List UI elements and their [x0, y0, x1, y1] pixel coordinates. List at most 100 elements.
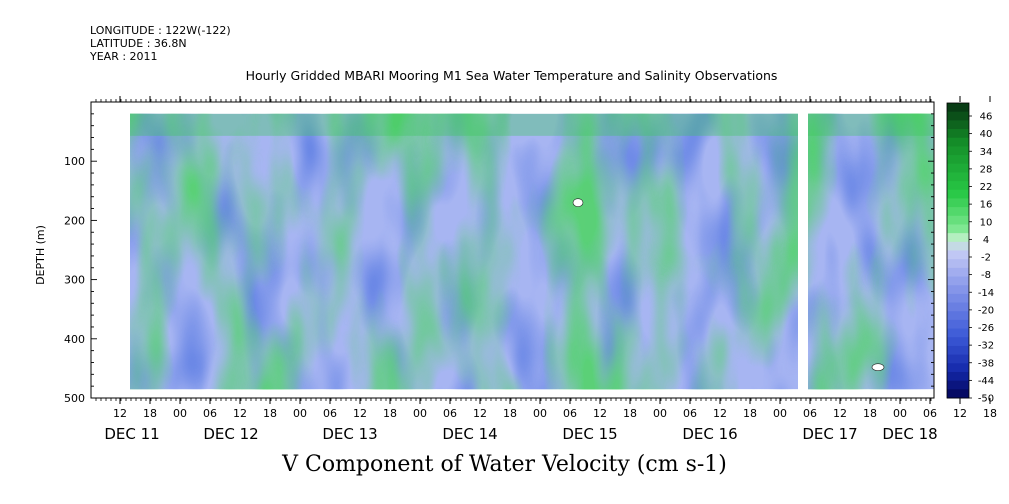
colorbar-swatch [947, 371, 969, 382]
x-tick-label: 12 [593, 407, 607, 420]
x-tick-label: 00 [533, 407, 547, 420]
year-label: YEAR : 2011 [90, 50, 158, 63]
colorbar-swatch [947, 181, 969, 191]
x-tick-label: 00 [773, 407, 787, 420]
x-tick-label: 12 [833, 407, 847, 420]
colorbar-label: -38 [978, 358, 994, 369]
colorbar-label: 16 [980, 200, 993, 211]
x-day-label: DEC 13 [322, 425, 377, 443]
chart-title: Hourly Gridded MBARI Mooring M1 Sea Wate… [245, 68, 778, 83]
x-tick-label: 18 [863, 407, 877, 420]
x-tick-label: 00 [413, 407, 427, 420]
x-tick-label: 18 [143, 407, 157, 420]
x-tick-label: 12 [353, 407, 367, 420]
x-tick-label: 12 [473, 407, 487, 420]
colorbar-label: -2 [981, 253, 991, 264]
field-surface-band [130, 113, 934, 136]
colorbar-swatch [947, 137, 969, 147]
x-tick-label: 06 [563, 407, 577, 420]
x-tick-label: 06 [923, 407, 937, 420]
colorbar-swatch [947, 207, 969, 217]
colorbar-swatch [947, 111, 969, 121]
colorbar-label: -32 [978, 341, 994, 352]
colorbar-swatch [947, 276, 969, 286]
x-day-label: DEC 11 [104, 425, 159, 443]
x-tick-label: 18 [743, 407, 757, 420]
y-axis-label: DEPTH (m) [34, 225, 47, 285]
colorbar-label: 22 [980, 182, 993, 193]
colorbar-label: 40 [980, 129, 993, 140]
colorbar-swatch [947, 224, 969, 234]
data-gap [798, 102, 808, 396]
colorbar-swatch [947, 155, 969, 165]
x-tick-label: 18 [383, 407, 397, 420]
colorbar-swatch [947, 380, 969, 390]
missing-value-marker [871, 363, 885, 372]
y-tick-label: 100 [64, 155, 85, 168]
colorbar-swatch [947, 198, 969, 208]
x-tick-label: 06 [683, 407, 697, 420]
colorbar-swatch [947, 311, 969, 321]
colorbar-swatch [947, 267, 969, 278]
plot-frame [90, 101, 935, 399]
x-day-label: DEC 17 [802, 425, 857, 443]
y-tick-label: 400 [64, 333, 85, 346]
colorbar-swatch [947, 259, 969, 269]
colorbar-frame [946, 102, 970, 399]
longitude-label: LONGITUDE : 122W(-122) [90, 24, 231, 37]
x-tick-label: 18 [623, 407, 637, 420]
colorbar-swatch [947, 250, 969, 260]
colorbar-swatch [947, 354, 969, 364]
colorbar-swatch [947, 103, 969, 113]
colorbar-swatch [947, 189, 969, 199]
colorbar-swatch [947, 146, 969, 156]
colorbar-label: -26 [978, 323, 994, 334]
colorbar-swatch [947, 241, 969, 251]
velocity-field [130, 102, 934, 396]
chart-caption: V Component of Water Velocity (cm s-1) [282, 452, 727, 477]
x-tick-label: 12 [713, 407, 727, 420]
x-tick-label: 06 [443, 407, 457, 420]
colorbar-swatch [947, 328, 969, 338]
x-day-label: DEC 12 [203, 425, 258, 443]
x-tick-label: 12 [953, 407, 967, 420]
x-tick-label: 18 [503, 407, 517, 420]
colorbar-label: 4 [983, 235, 989, 246]
colorbar-label: 46 [980, 112, 993, 123]
x-tick-label: 00 [653, 407, 667, 420]
x-tick-label: 06 [203, 407, 217, 420]
colorbar-swatch [947, 319, 969, 330]
colorbar-swatch [947, 302, 969, 312]
colorbar-label: 10 [980, 217, 993, 228]
colorbar-swatch [947, 293, 969, 304]
colorbar-swatch [947, 363, 969, 373]
colorbar-swatch [947, 129, 969, 139]
colorbar-label: -44 [978, 376, 994, 387]
colorbar-swatch [947, 215, 969, 225]
colorbar-swatch [947, 285, 969, 295]
colorbar-swatch [947, 389, 969, 399]
latitude-label: LATITUDE : 36.8N [90, 37, 187, 50]
x-tick-label: 00 [893, 407, 907, 420]
colorbar-swatch [947, 337, 969, 347]
colorbar-swatch [947, 233, 969, 243]
colorbar-label: -20 [978, 305, 994, 316]
x-tick-label: 18 [983, 407, 997, 420]
x-tick-label: 00 [293, 407, 307, 420]
colorbar-label: -8 [981, 270, 991, 281]
x-day-label: DEC 18 [882, 425, 937, 443]
colorbar-swatch [947, 120, 969, 130]
colorbar-label: 34 [980, 147, 993, 158]
x-tick-label: 00 [173, 407, 187, 420]
colorbar-label: -14 [978, 288, 994, 299]
x-day-label: DEC 15 [562, 425, 617, 443]
x-day-label: DEC 16 [682, 425, 737, 443]
colorbar-swatch [947, 345, 969, 356]
colorbar-label: 28 [980, 164, 993, 175]
field-positive [130, 113, 934, 390]
x-day-label: DEC 14 [442, 425, 497, 443]
y-tick-label: 500 [64, 392, 85, 405]
x-tick-label: 06 [323, 407, 337, 420]
colorbar-label: -50 [978, 394, 994, 405]
